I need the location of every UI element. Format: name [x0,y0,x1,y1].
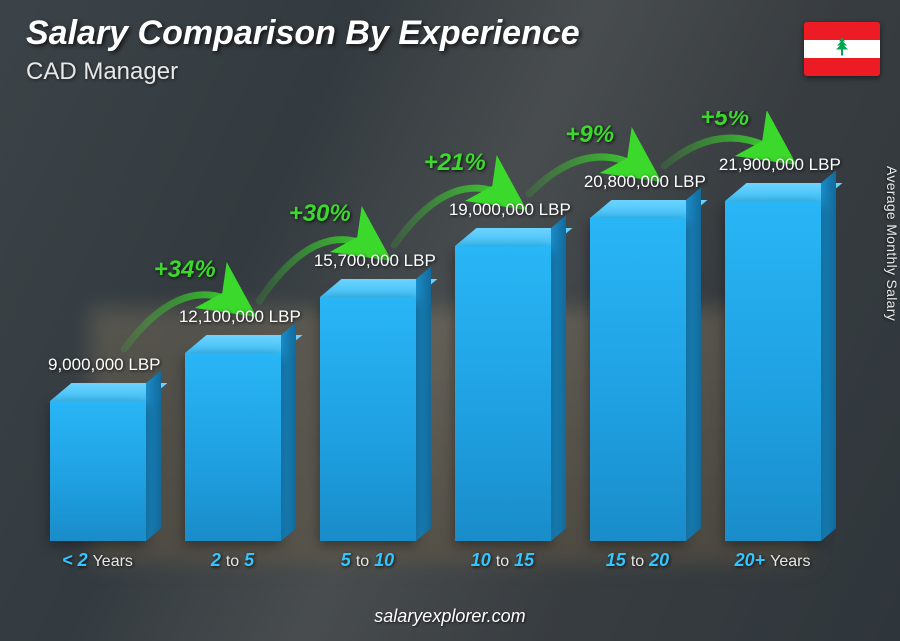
bar-value-label: 9,000,000 LBP [48,355,160,375]
bar-3: 19,000,000 LBP10 to 15 [435,111,570,541]
bar-side [281,322,296,541]
bar-front [50,401,146,541]
bar-5: 21,900,000 LBP20+ Years [705,111,840,541]
bar-x-label: 20+ Years [735,550,811,571]
chart-subtitle: CAD Manager [26,58,178,86]
bar-x-label: 15 to 20 [606,550,669,571]
country-flag-lebanon [804,22,880,76]
bar-side [821,170,836,541]
bar-front [185,353,281,541]
infographic: Salary Comparison By Experience CAD Mana… [0,0,900,641]
chart-title: Salary Comparison By Experience [26,14,580,53]
bar-value-label: 19,000,000 LBP [449,200,571,220]
bar-1: 12,100,000 LBP2 to 5 [165,111,300,541]
bar-x-label: 10 to 15 [471,550,534,571]
bar-side [551,215,566,541]
cedar-tree-icon [831,37,853,61]
bar-value-label: 21,900,000 LBP [719,155,841,175]
bar-0: 9,000,000 LBP< 2 Years [30,111,165,541]
bars-container: 9,000,000 LBP< 2 Years12,100,000 LBP2 to… [30,111,840,541]
bar-front [455,246,551,541]
bar-front [590,218,686,541]
bar-2: 15,700,000 LBP5 to 10 [300,111,435,541]
bar-4: 20,800,000 LBP15 to 20 [570,111,705,541]
bar-side [416,266,431,541]
bar-value-label: 15,700,000 LBP [314,251,436,271]
bar-value-label: 12,100,000 LBP [179,307,301,327]
footer-attribution: salaryexplorer.com [0,606,900,627]
bar-front [320,297,416,541]
bar-x-label: 2 to 5 [211,550,254,571]
bar-side [146,370,161,541]
bar-side [686,187,701,541]
bar-value-label: 20,800,000 LBP [584,172,706,192]
bar-front [725,201,821,541]
y-axis-label: Average Monthly Salary [884,166,900,321]
bar-x-label: < 2 Years [62,550,133,571]
bar-chart: +34%+30%+21%+9%+5% 9,000,000 LBP< 2 Year… [30,111,840,571]
bar-x-label: 5 to 10 [341,550,394,571]
